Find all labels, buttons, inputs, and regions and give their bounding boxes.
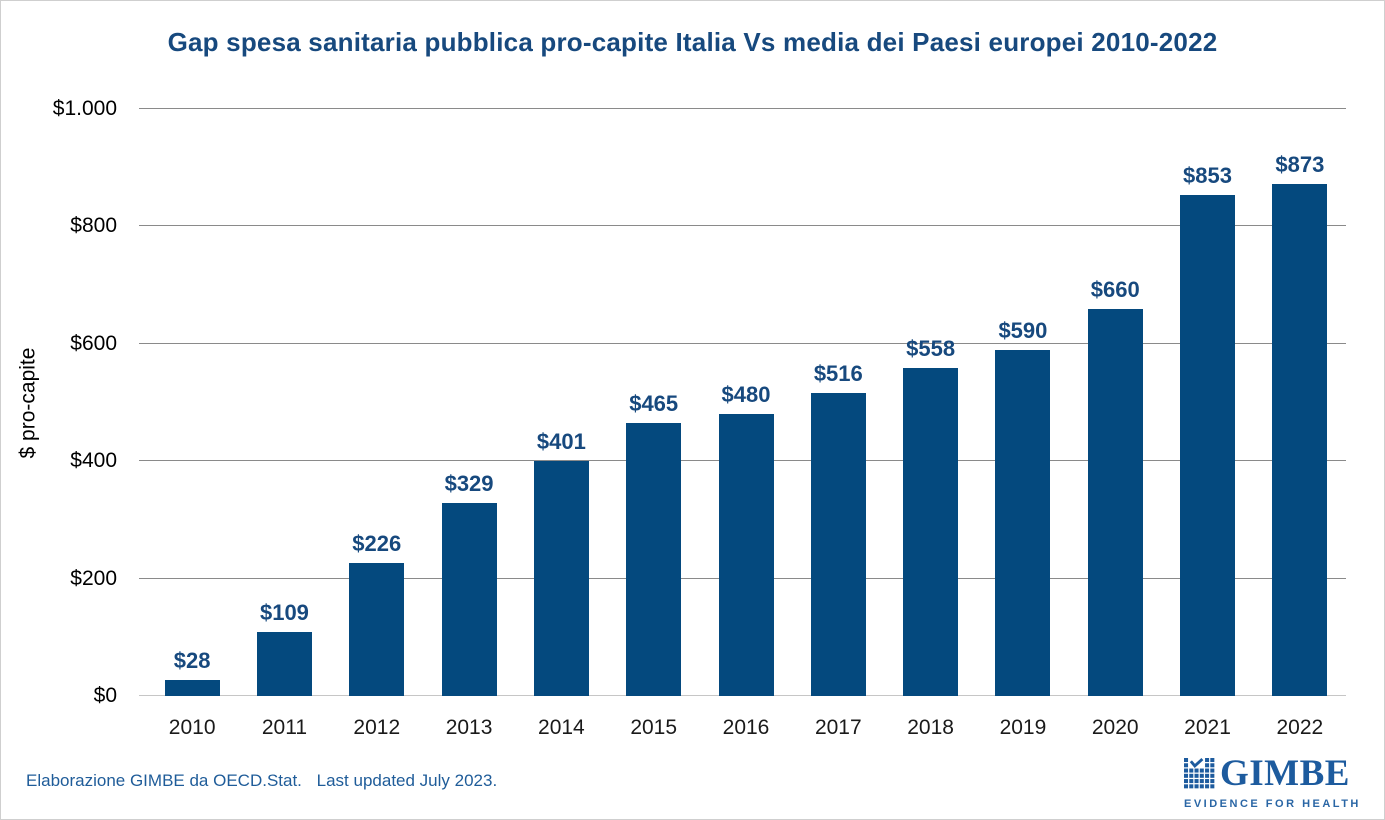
data-label-2018: $558 [906,336,956,362]
gridline-1000 [139,108,1346,109]
gimbe-logo: GIMBE EVIDENCE FOR HEALTH [1184,755,1361,810]
bar-2012 [349,563,405,696]
source-note: Elaborazione GIMBE da OECD.Stat. Last up… [26,771,497,791]
x-tick-label-2016: 2016 [722,716,770,739]
data-label-2019: $590 [998,317,1048,343]
bar-2013 [441,502,497,696]
last-updated-text: Last updated July 2023. [316,771,498,790]
data-label-2017: $516 [813,361,863,387]
bar-2015 [626,423,682,696]
bar-2019 [995,349,1051,696]
data-label-2013: $329 [444,470,494,496]
gimbe-wordmark: GIMBE [1220,753,1350,794]
bar-2014 [533,460,589,696]
x-tick-label-2019: 2019 [999,716,1047,739]
y-tick-label-0: $0 [93,684,117,707]
source-note-text: Elaborazione GIMBE da OECD.Stat. [26,771,302,790]
x-tick-label-2012: 2012 [353,716,401,739]
y-tick-label-200: $200 [70,566,117,590]
x-tick-label-2022: 2022 [1276,716,1324,739]
bar-2011 [256,632,312,696]
plot-area: $28 $109 $226 $329 $401 $465 $480 $516 $558 $590 $… [139,108,1346,696]
y-tick-label-600: $600 [70,331,117,355]
y-axis-tick-labels: $0 $200 $400 $600 $800 $1.000 [1,97,131,707]
data-label-2010: $28 [173,647,211,673]
bar-2022 [1272,183,1328,696]
bar-2020 [1087,308,1143,696]
bar-2016 [718,414,774,696]
data-label-2015: $465 [629,391,679,417]
data-label-2011: $109 [259,600,309,626]
bar-2018 [903,368,959,696]
data-label-2016: $480 [721,382,771,408]
x-tick-label-2018: 2018 [907,716,954,739]
x-axis-tick-labels: 2010 2011 2012 2013 2014 2015 2016 2017 2018 2019… [146,716,1346,746]
x-tick-label-2011: 2011 [261,716,308,739]
data-label-2022: $873 [1275,151,1325,177]
x-tick-label-2020: 2020 [1091,716,1139,739]
gimbe-grid-check-icon [1184,758,1215,794]
bar-2021 [1180,195,1236,696]
data-label-2012: $226 [352,531,402,557]
x-tick-label-2021: 2021 [1184,716,1231,739]
y-tick-label-800: $800 [70,214,117,238]
gimbe-tagline: EVIDENCE FOR HEALTH [1184,798,1361,810]
bar-2017 [810,393,866,696]
data-label-2021: $853 [1183,163,1233,189]
data-label-2014: $401 [536,428,586,454]
y-tick-label-400: $400 [70,449,117,473]
gridline-800 [139,225,1346,227]
x-tick-label-2014: 2014 [538,716,585,739]
x-tick-label-2010: 2010 [168,716,216,739]
y-tick-label-1000: $1.000 [52,97,117,120]
x-tick-label-2017: 2017 [814,716,862,739]
bar-2010 [164,679,220,696]
gimbe-grid-check-icon-svg [1184,758,1215,789]
data-label-2020: $660 [1090,276,1140,302]
x-tick-label-2013: 2013 [445,716,493,739]
x-tick-label-2015: 2015 [630,716,678,739]
gridline-600 [139,342,1346,344]
chart-title: Gap spesa sanitaria pubblica pro-capite … [167,27,1218,57]
